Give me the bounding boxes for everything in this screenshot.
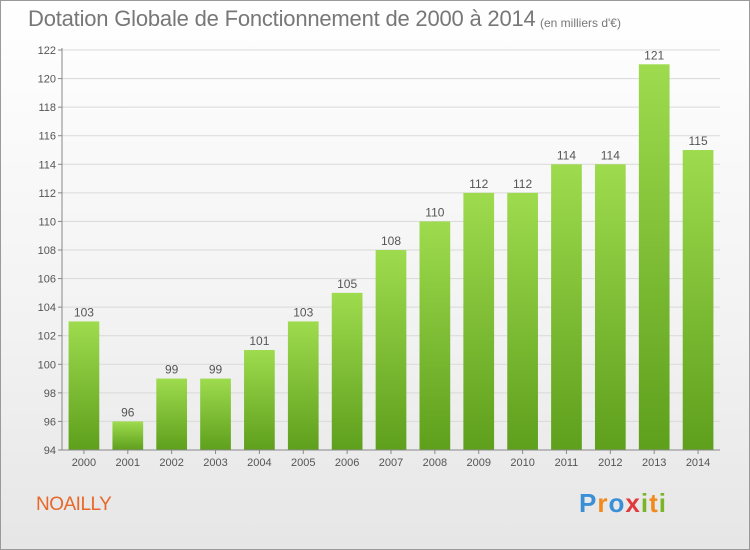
data-label: 108 (381, 234, 401, 248)
x-tick-label: 2005 (291, 457, 315, 469)
bar-2000 (68, 321, 100, 450)
y-tick-label: 118 (38, 102, 56, 114)
x-tick-label: 2006 (335, 457, 359, 469)
logo-letter: P (579, 488, 598, 518)
logo-letter: t (649, 488, 659, 518)
bar-2003 (200, 378, 231, 450)
chart-title: Dotation Globale de Fonctionnement de 20… (28, 6, 536, 31)
data-label: 99 (209, 363, 223, 377)
x-tick-label: 2001 (116, 457, 140, 469)
x-tick-label: 2011 (555, 457, 579, 469)
data-label: 101 (249, 334, 269, 348)
y-tick-label: 114 (38, 159, 56, 171)
y-tick-label: 120 (38, 74, 56, 86)
x-tick-label: 2002 (159, 457, 183, 469)
chart-unit: (en milliers d'€) (540, 16, 621, 30)
bar-2013 (638, 64, 670, 451)
data-label: 103 (74, 305, 94, 319)
proxiti-logo[interactable]: Proxiti (579, 488, 667, 519)
data-label: 105 (337, 277, 357, 291)
bar-2011 (551, 164, 582, 451)
bar-2007 (375, 250, 407, 450)
bar-2010 (507, 192, 538, 450)
x-tick-label: 2004 (247, 457, 271, 469)
y-tick-label: 94 (44, 445, 56, 457)
data-label: 114 (557, 148, 576, 162)
x-tick-label: 2007 (379, 457, 403, 469)
bar-2009 (463, 192, 495, 450)
bar-2014 (682, 150, 714, 450)
y-tick-label: 116 (38, 131, 56, 143)
y-tick-label: 98 (44, 388, 56, 400)
y-tick-label: 104 (38, 302, 56, 314)
y-tick-label: 110 (38, 216, 56, 228)
bar-2004 (244, 350, 275, 450)
data-label: 121 (644, 48, 664, 62)
bar-2005 (287, 321, 319, 450)
data-label: 114 (601, 148, 620, 162)
bar-2006 (331, 292, 363, 450)
y-tick-label: 102 (38, 331, 56, 343)
data-label: 96 (121, 405, 135, 419)
bars: 103 96 99 99 101 103 105 108 110 112 112 114 114 121 1… (68, 48, 714, 451)
data-label: 112 (513, 177, 532, 191)
y-tick-label: 106 (38, 274, 56, 286)
axes: 94 96 98 100 102 104 106 108 110 112 114 116 118 120 1… (38, 45, 720, 469)
y-tick-label: 108 (38, 245, 56, 257)
x-tick-label: 2003 (203, 457, 227, 469)
y-tick-label: 100 (38, 359, 56, 371)
bar-2001 (112, 421, 144, 450)
bar-2008 (419, 221, 451, 450)
data-label: 112 (469, 177, 488, 191)
x-tick-label: 2008 (423, 457, 447, 469)
x-tick-label: 2012 (598, 457, 622, 469)
data-label: 99 (165, 363, 179, 377)
bar-2002 (156, 378, 188, 450)
x-tick-label: 2009 (466, 457, 490, 469)
logo-letter: i (640, 488, 650, 518)
data-label: 103 (293, 305, 313, 319)
y-tick-label: 96 (44, 416, 56, 428)
data-label: 115 (688, 134, 707, 148)
x-tick-label: 2013 (642, 457, 666, 469)
commune-name: NOAILLY (36, 494, 112, 515)
y-tick-label: 122 (38, 45, 56, 57)
logo-letter: o (608, 488, 626, 518)
logo-letter: i (658, 488, 667, 518)
x-tick-label: 2010 (510, 457, 534, 469)
x-tick-label: 2000 (72, 457, 96, 469)
bar-2012 (594, 164, 626, 451)
y-tick-label: 112 (38, 188, 56, 200)
logo-letter: x (625, 488, 641, 518)
x-tick-label: 2014 (686, 457, 710, 469)
logo-letter: r (597, 488, 609, 518)
data-label: 110 (425, 205, 444, 219)
